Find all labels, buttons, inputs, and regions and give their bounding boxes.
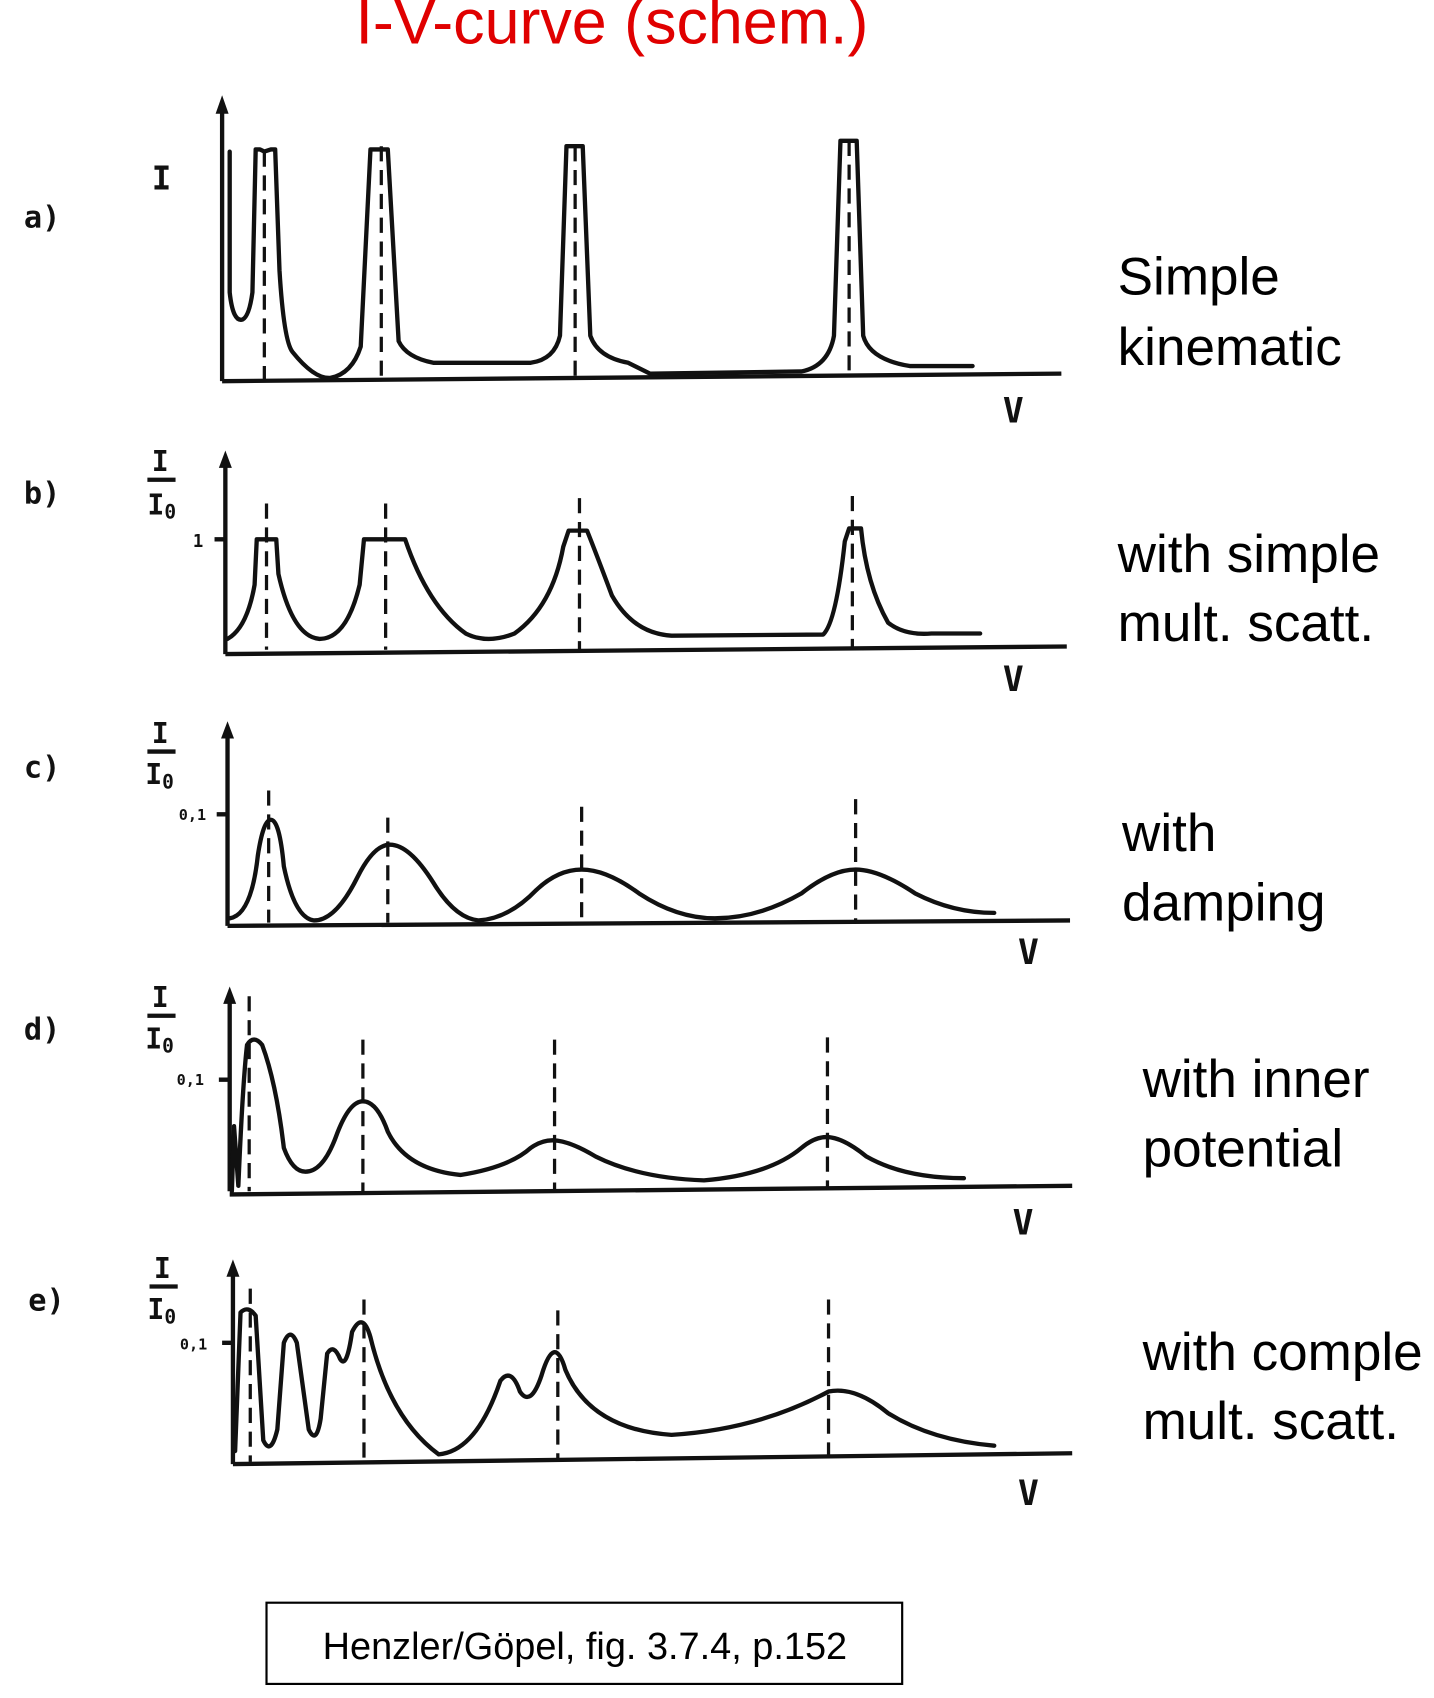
peak-marker <box>248 1288 831 1462</box>
curve-a <box>227 138 975 381</box>
x-axis <box>225 644 1067 657</box>
y-axis-arrow <box>218 450 232 468</box>
panel-d: d) I I0 0,1 V with inner potential <box>24 981 1370 1243</box>
y-tick-label: 0,1 <box>180 1335 207 1353</box>
x-axis <box>232 1451 1073 1467</box>
y-axis <box>218 996 232 1192</box>
panel-caption: with comple <box>1142 1323 1423 1382</box>
y-axis-label: I <box>152 160 172 198</box>
page-title: I-V-curve (schem.) <box>355 0 868 57</box>
panel-caption: kinematic <box>1118 318 1342 377</box>
panel-label: d) <box>24 1013 61 1048</box>
y-axis-arrow <box>226 1259 240 1277</box>
x-axis <box>227 918 1071 929</box>
y-tick-label: 0,1 <box>179 806 206 824</box>
panel-a: a) I V Simple kinematic <box>24 95 1342 431</box>
panel-caption: with inner <box>1142 1050 1370 1109</box>
y-axis <box>222 1269 236 1465</box>
y-axis-label-numerator: I <box>152 717 169 750</box>
panel-c: c) I I0 0,1 V with damping <box>24 717 1326 973</box>
y-axis <box>216 730 230 926</box>
y-axis-label-denominator: I0 <box>147 488 176 523</box>
panel-caption: damping <box>1122 873 1326 932</box>
y-tick-label: 0,1 <box>177 1071 204 1089</box>
panel-label: a) <box>24 200 61 235</box>
panel-e: e) I I0 0,1 V with comple mult. scatt. <box>28 1252 1422 1514</box>
x-axis <box>222 371 1062 384</box>
x-axis-label: V <box>1018 933 1039 973</box>
y-axis-label-numerator: I <box>154 1252 171 1285</box>
curve-c <box>227 817 997 923</box>
x-axis <box>229 1183 1073 1197</box>
curve-e <box>232 1307 997 1457</box>
panel-label: b) <box>24 477 61 512</box>
panel-b: b) I I0 1 V with simple mult. scatt. <box>24 445 1380 700</box>
y-axis <box>214 460 228 655</box>
peak-marker <box>264 495 854 650</box>
y-axis-label-numerator: I <box>152 445 169 478</box>
panel-caption: mult. scatt. <box>1143 1392 1399 1451</box>
y-axis-arrow <box>215 95 229 114</box>
y-axis-arrow <box>223 986 237 1004</box>
x-axis-label: V <box>1013 1204 1034 1244</box>
panel-label: e) <box>28 1283 64 1318</box>
panel-caption: with simple <box>1117 525 1380 584</box>
citation-box: Henzler/Göpel, fig. 3.7.4, p.152 <box>265 1601 904 1686</box>
panel-label: c) <box>24 751 61 786</box>
curve-d <box>229 1037 967 1194</box>
y-axis-label-numerator: I <box>152 981 169 1014</box>
y-axis-arrow <box>221 721 235 739</box>
y-axis-label-denominator: I0 <box>147 1293 176 1328</box>
curve-b <box>225 526 983 642</box>
peak-marker <box>267 790 858 923</box>
peak-marker <box>247 996 830 1192</box>
x-axis-label: V <box>1003 391 1024 431</box>
citation-text: Henzler/Göpel, fig. 3.7.4, p.152 <box>323 1626 847 1668</box>
x-axis-label: V <box>1018 1474 1039 1514</box>
y-axis-label-denominator: I0 <box>145 758 174 793</box>
x-axis-label: V <box>1003 660 1024 700</box>
panel-caption: potential <box>1143 1119 1344 1178</box>
panel-caption: Simple <box>1118 248 1280 307</box>
panel-caption: with <box>1121 804 1216 863</box>
panel-caption: mult. scatt. <box>1118 594 1374 653</box>
y-tick-label: 1 <box>193 532 203 552</box>
y-axis-label-denominator: I0 <box>145 1022 174 1057</box>
